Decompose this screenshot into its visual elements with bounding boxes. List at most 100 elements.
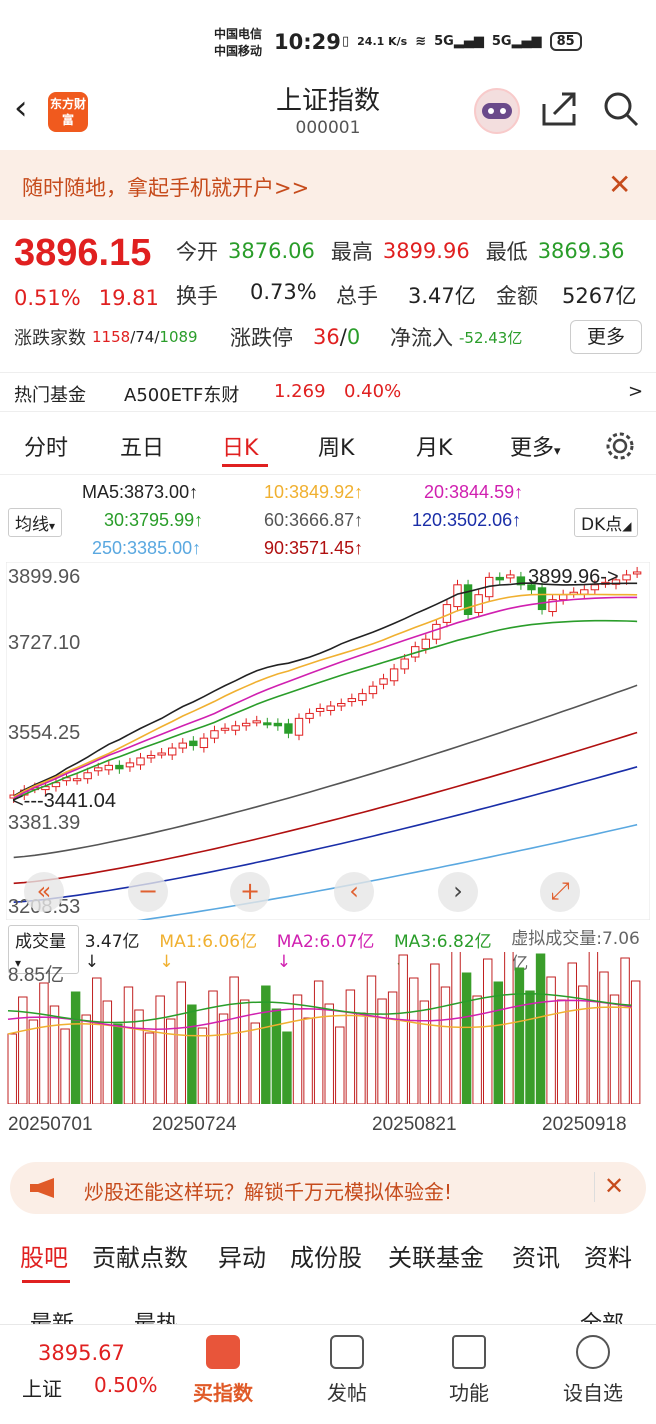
volume-bar — [387, 991, 398, 1105]
quote-row-1: 今开 3876.06 最高 3899.96 最低 3869.36 — [176, 236, 625, 266]
chevron-right-icon[interactable]: > — [628, 381, 644, 402]
add-watchlist-button[interactable]: 设自选 — [548, 1335, 638, 1406]
post-button[interactable]: 发帖 — [302, 1335, 392, 1406]
volume-bar — [123, 986, 134, 1105]
candle — [51, 782, 61, 788]
volume-bar — [166, 1018, 176, 1105]
buy-index-button[interactable]: 买指数 — [178, 1335, 268, 1406]
change-row: 0.51% 19.81 — [14, 286, 159, 310]
low-label: 最低 — [485, 240, 528, 264]
banner-text[interactable]: 随时随地，拿起手机就开户>> — [22, 176, 310, 200]
functions-button[interactable]: 功能 — [424, 1335, 514, 1406]
tab-news[interactable]: 资讯 — [512, 1244, 560, 1272]
change-pct: 0.51% — [14, 286, 81, 310]
candle — [252, 720, 261, 724]
volume-selector-label: 成交量 — [15, 931, 66, 952]
tab-more-label: 更多 — [510, 436, 555, 461]
volume-bar — [461, 972, 472, 1105]
volume-bar — [366, 975, 377, 1105]
tab-weekly-k[interactable]: 周K — [318, 436, 355, 461]
next-icon[interactable]: › — [438, 872, 478, 912]
functions-label: 功能 — [449, 1381, 489, 1405]
tab-constituents[interactable]: 成份股 — [290, 1244, 362, 1272]
volume-bar — [535, 953, 546, 1105]
indicator-selector[interactable]: 均线▾ — [8, 508, 63, 537]
tab-daily-k[interactable]: 日K — [222, 436, 259, 461]
candle — [516, 576, 526, 586]
tab-five-day[interactable]: 五日 — [120, 436, 165, 461]
change-value: 19.81 — [98, 286, 159, 310]
high-value: 3899.96 — [382, 239, 470, 263]
search-icon[interactable] — [602, 90, 640, 128]
candle — [495, 576, 504, 581]
vol-ma2: MA2:6.07亿↓ — [276, 931, 375, 972]
tab-monthly-k[interactable]: 月K — [416, 436, 453, 461]
volume-bar — [430, 963, 440, 1105]
date-label: 20250821 — [372, 1114, 457, 1135]
high-annotation: 3899.96-> — [528, 566, 619, 588]
more-dots-icon — [576, 1335, 610, 1369]
volume-selector[interactable]: 成交量 ▾ — [8, 924, 79, 974]
candle — [611, 579, 621, 585]
more-button[interactable]: 更多 — [570, 320, 642, 354]
expand-icon[interactable]: ⤢ — [540, 872, 580, 912]
caret-down-icon: ▾ — [15, 955, 22, 970]
tab-contribution[interactable]: 贡献点数 — [92, 1244, 188, 1272]
zoom-out-icon[interactable]: − — [128, 872, 168, 912]
volume-bar — [525, 990, 535, 1105]
volume-ma-line — [7, 999, 632, 1030]
volume-max-label: 8.85亿 — [8, 965, 64, 986]
candle — [326, 705, 335, 711]
tab-more[interactable]: 更多▾ — [510, 430, 561, 462]
zoom-in-icon[interactable]: + — [230, 872, 270, 912]
up-count: 1158 — [92, 328, 131, 346]
rewind-icon[interactable]: « — [24, 872, 64, 912]
volume-bar — [144, 1032, 155, 1105]
tab-forum[interactable]: 股吧 — [20, 1244, 68, 1272]
close-icon[interactable]: ✕ — [604, 1172, 625, 1200]
assistant-avatar[interactable] — [474, 88, 520, 134]
app-logo[interactable]: 东方财富 — [48, 92, 88, 132]
volume-bar — [49, 1005, 60, 1105]
tab-related-funds[interactable]: 关联基金 — [388, 1244, 484, 1272]
ma-line-ma90 — [13, 731, 638, 885]
tab-profile[interactable]: 资料 — [584, 1244, 632, 1272]
limit-values: 36/0 — [313, 325, 361, 349]
tab-movement[interactable]: 异动 — [218, 1244, 266, 1272]
fund-name[interactable]: A500ETF东财 — [124, 385, 240, 406]
volume-bar — [567, 962, 577, 1105]
volume-chart[interactable] — [6, 944, 650, 1105]
volume-label: 总手 — [336, 284, 378, 308]
share-icon[interactable] — [540, 90, 578, 128]
promo-text[interactable]: 炒股还能这样玩？解锁千万元模拟体验金! — [84, 1180, 453, 1204]
close-icon[interactable]: ✕ — [608, 168, 632, 201]
candle — [421, 638, 430, 650]
tab-intraday[interactable]: 分时 — [24, 436, 69, 461]
hot-fund-row[interactable]: 热门基金 A500ETF东财 1.269 0.40% > — [0, 372, 656, 412]
candle — [294, 717, 304, 736]
ma-line-ma20 — [13, 596, 638, 800]
kline-chart[interactable] — [5, 561, 651, 935]
ma-line-ma5 — [13, 582, 638, 797]
candle — [136, 757, 145, 766]
open-account-banner[interactable]: 随时随地，拿起手机就开户>> ✕ — [0, 150, 656, 220]
volume-bar — [28, 1019, 39, 1105]
gear-icon[interactable] — [604, 430, 636, 462]
status-bar: 中国电信 中国移动 10:29 ▯ 24.1 K/s ≋ 5G▂▄▆ 5G▂▄▆… — [0, 0, 656, 66]
simulation-promo[interactable]: 炒股还能这样玩？解锁千万元模拟体验金! ✕ — [10, 1162, 646, 1214]
edit-icon — [330, 1335, 364, 1369]
prev-icon[interactable]: ‹ — [334, 872, 374, 912]
candle — [199, 737, 209, 749]
volume-bar — [313, 980, 324, 1105]
candle — [400, 658, 409, 670]
candle — [146, 754, 156, 759]
volume-bar — [218, 1013, 229, 1105]
volume-bar — [18, 996, 28, 1105]
signal-icon-2: 5G▂▄▆ — [491, 34, 542, 49]
low-value: 3869.36 — [537, 239, 625, 263]
dk-selector[interactable]: DK点◢ — [574, 508, 639, 537]
back-icon[interactable]: ‹ — [14, 88, 28, 128]
inflow-value: -52.43亿 — [459, 328, 523, 347]
date-label: 20250724 — [152, 1114, 237, 1135]
volume-bar — [345, 989, 356, 1105]
